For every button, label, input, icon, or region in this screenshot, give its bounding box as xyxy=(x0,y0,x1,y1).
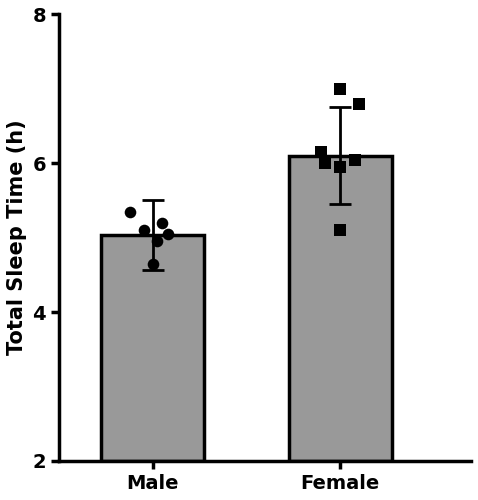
Point xyxy=(164,230,172,238)
Point xyxy=(127,208,134,216)
Point xyxy=(149,260,157,268)
Point xyxy=(158,219,166,227)
Bar xyxy=(101,236,205,461)
Point xyxy=(336,85,344,93)
Bar xyxy=(289,156,391,461)
Point xyxy=(153,238,161,246)
Point xyxy=(355,100,363,108)
Point xyxy=(317,148,325,156)
Point xyxy=(336,226,344,234)
Point xyxy=(321,159,329,167)
Y-axis label: Total Sleep Time (h): Total Sleep Time (h) xyxy=(7,120,27,356)
Point xyxy=(140,226,147,234)
Point xyxy=(351,156,359,164)
Point xyxy=(336,163,344,171)
